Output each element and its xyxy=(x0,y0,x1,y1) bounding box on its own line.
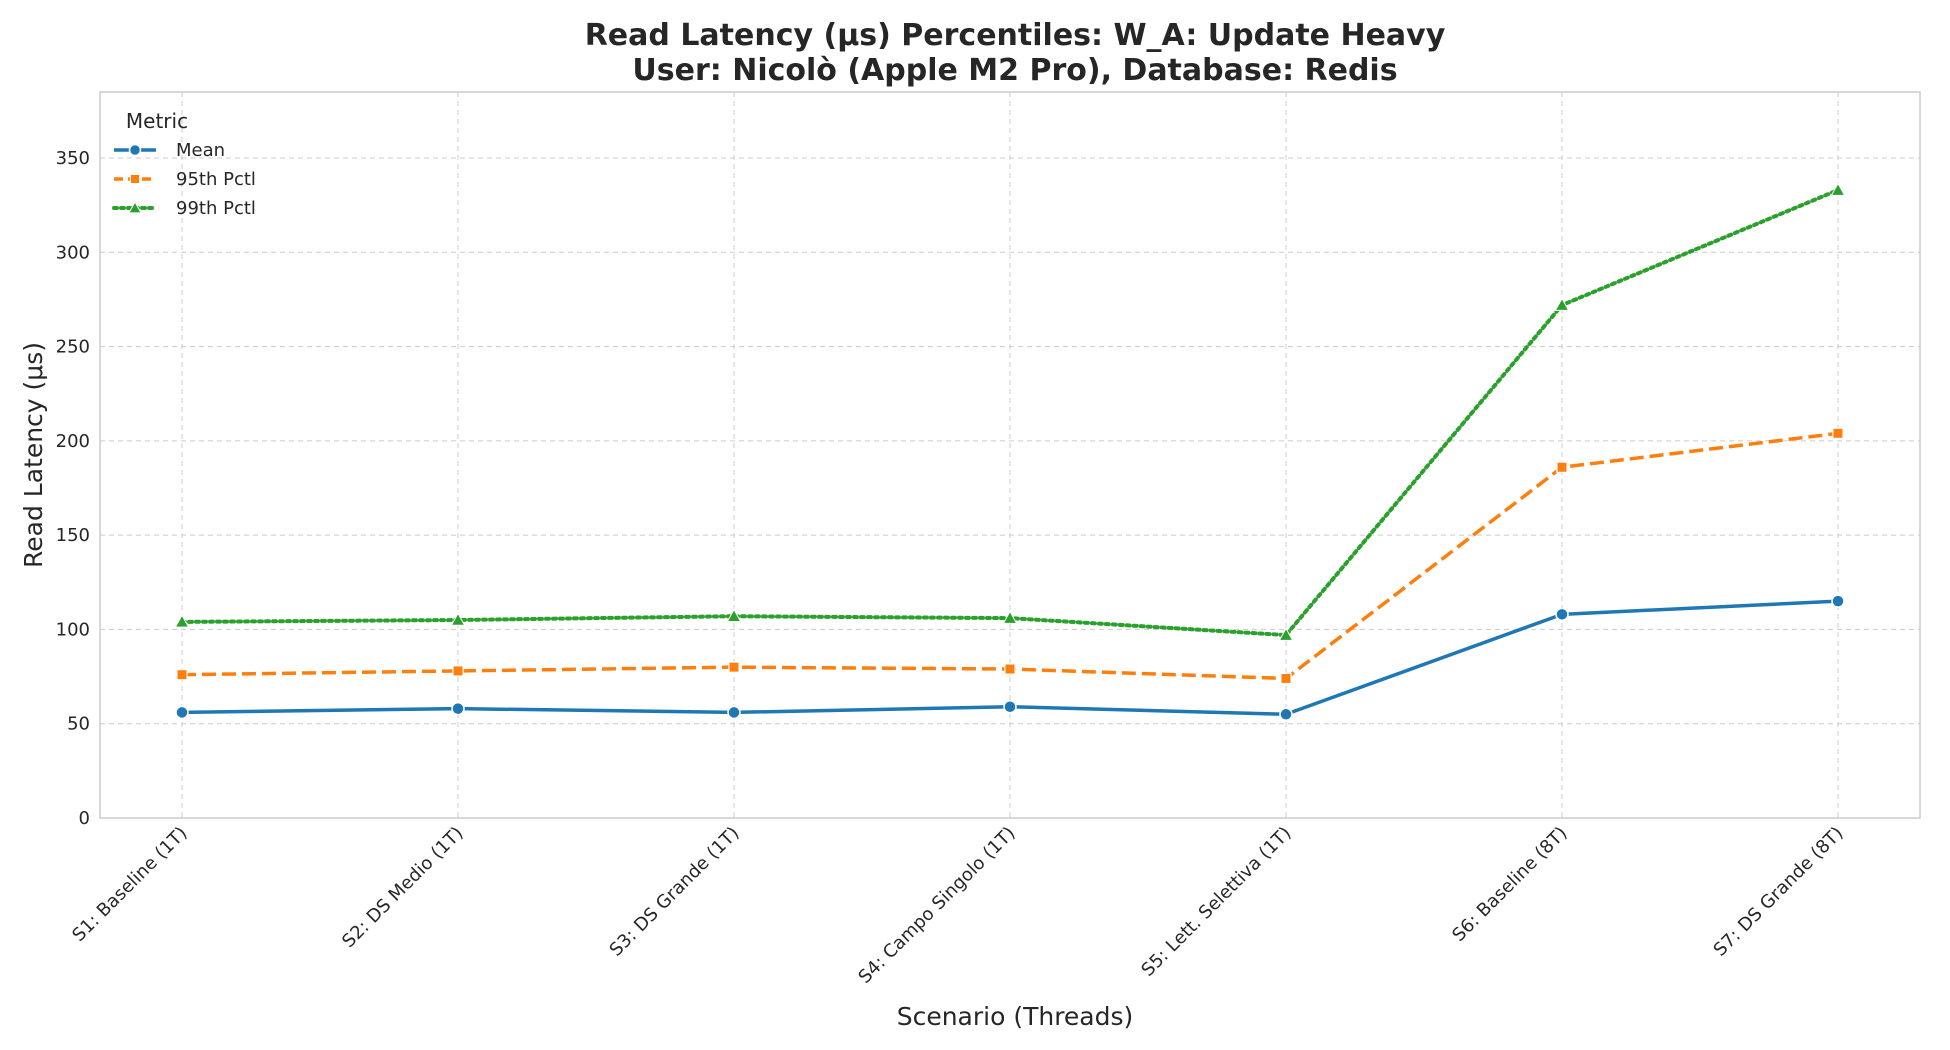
data-point xyxy=(1554,297,1570,311)
series-mean xyxy=(175,594,1845,722)
legend-marker xyxy=(129,173,141,185)
data-point xyxy=(1832,427,1844,440)
data-point xyxy=(176,668,188,681)
chart-title: Read Latency (μs) Percentiles: W_A: Upda… xyxy=(585,18,1446,53)
y-tick-label: 350 xyxy=(56,148,90,169)
data-point xyxy=(1556,461,1568,473)
y-tick-label: 150 xyxy=(56,525,90,546)
legend: Metric Mean 95th Pctl 99th Pctl xyxy=(112,109,256,219)
data-point xyxy=(450,612,466,626)
data-point xyxy=(1831,594,1845,608)
data-point xyxy=(1555,607,1569,622)
chart-subtitle: User: Nicolò (Apple M2 Pro), Database: R… xyxy=(632,53,1397,88)
data-point xyxy=(1002,610,1018,624)
series-95th-pctl xyxy=(176,427,1844,685)
data-point xyxy=(726,608,742,623)
legend-item: Mean xyxy=(114,140,225,161)
data-point xyxy=(1004,663,1016,675)
data-point xyxy=(1003,699,1017,714)
data-point xyxy=(175,705,189,720)
legend-item: 95th Pctl xyxy=(114,169,256,190)
series-99th-pctl xyxy=(174,182,1846,641)
plot-frame xyxy=(99,91,1921,819)
data-point xyxy=(1279,707,1293,722)
series-layer xyxy=(174,182,1846,722)
grid xyxy=(100,92,1920,818)
legend-item: 99th Pctl xyxy=(112,198,256,219)
y-tick-label: 200 xyxy=(56,431,90,452)
data-point xyxy=(1280,672,1292,685)
y-axis-ticks: 0 50 100 150 200 250 300 350 xyxy=(56,148,90,829)
data-point xyxy=(1830,182,1846,196)
y-axis-label: Read Latency (μs) xyxy=(19,342,48,568)
y-tick-label: 300 xyxy=(56,242,90,263)
data-point xyxy=(727,705,741,720)
legend-marker xyxy=(128,200,142,214)
legend-label: Mean xyxy=(176,140,225,161)
data-point xyxy=(728,661,740,673)
data-point xyxy=(1278,627,1294,641)
legend-marker xyxy=(128,143,142,157)
legend-title: Metric xyxy=(126,109,188,133)
legend-label: 95th Pctl xyxy=(176,169,256,190)
y-tick-label: 0 xyxy=(79,808,90,829)
y-tick-label: 100 xyxy=(56,619,90,640)
legend-label: 99th Pctl xyxy=(176,198,256,219)
y-tick-label: 250 xyxy=(56,337,90,358)
data-point xyxy=(451,701,465,716)
x-axis-label: Scenario (Threads) xyxy=(897,1002,1134,1031)
data-point xyxy=(174,614,190,628)
y-tick-label: 50 xyxy=(67,714,90,735)
data-point xyxy=(452,665,464,677)
